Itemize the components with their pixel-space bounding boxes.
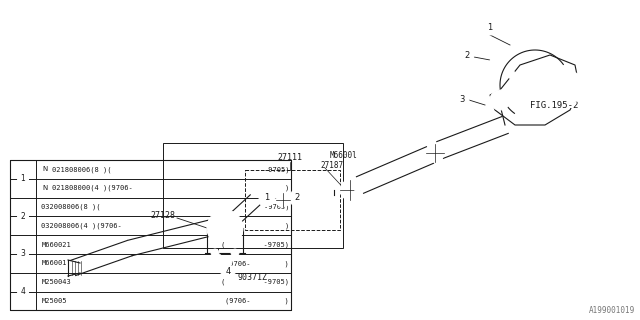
Text: (         -9705): ( -9705) bbox=[221, 279, 289, 285]
Text: ): ) bbox=[251, 222, 289, 229]
Circle shape bbox=[289, 190, 305, 206]
Text: 27187: 27187 bbox=[320, 161, 343, 170]
Text: N: N bbox=[43, 166, 48, 172]
Circle shape bbox=[213, 254, 217, 258]
Circle shape bbox=[259, 190, 275, 206]
Text: 27111: 27111 bbox=[278, 153, 303, 162]
Text: 3: 3 bbox=[460, 95, 465, 105]
Circle shape bbox=[17, 173, 29, 184]
Circle shape bbox=[455, 93, 469, 107]
Text: M25005: M25005 bbox=[42, 298, 67, 304]
Text: 2: 2 bbox=[294, 194, 300, 203]
Circle shape bbox=[426, 144, 444, 162]
Text: ): ) bbox=[251, 185, 289, 191]
Bar bbox=[10, 160, 291, 310]
Text: M6600l: M6600l bbox=[330, 150, 358, 159]
Text: 1: 1 bbox=[20, 174, 26, 183]
Text: 4: 4 bbox=[225, 268, 230, 276]
Circle shape bbox=[17, 211, 29, 222]
Circle shape bbox=[224, 258, 232, 266]
Text: 021808006(8 )(: 021808006(8 )( bbox=[52, 166, 112, 173]
Text: M250043: M250043 bbox=[42, 279, 71, 285]
Text: 27128: 27128 bbox=[150, 211, 175, 220]
Circle shape bbox=[460, 48, 474, 62]
Circle shape bbox=[17, 249, 29, 260]
Circle shape bbox=[214, 254, 222, 262]
Circle shape bbox=[231, 249, 239, 257]
Text: 1: 1 bbox=[264, 194, 269, 203]
Circle shape bbox=[207, 210, 243, 246]
Circle shape bbox=[354, 189, 362, 197]
Circle shape bbox=[490, 90, 510, 110]
Circle shape bbox=[490, 58, 496, 64]
Text: 032008006(8 )(: 032008006(8 )( bbox=[42, 204, 101, 210]
Text: M660021: M660021 bbox=[42, 242, 71, 248]
Text: N: N bbox=[43, 185, 48, 191]
Text: A199001019: A199001019 bbox=[589, 306, 635, 315]
Ellipse shape bbox=[568, 85, 576, 95]
Circle shape bbox=[214, 217, 236, 239]
Text: M66001: M66001 bbox=[42, 260, 67, 266]
Circle shape bbox=[233, 254, 237, 258]
Text: 021808000(4 )(9706-: 021808000(4 )(9706- bbox=[52, 185, 133, 191]
Bar bbox=[163, 143, 343, 248]
Circle shape bbox=[340, 180, 360, 200]
Text: 90371Z: 90371Z bbox=[238, 274, 268, 283]
Circle shape bbox=[221, 265, 235, 279]
Text: 3: 3 bbox=[20, 250, 26, 259]
Circle shape bbox=[276, 193, 290, 207]
Circle shape bbox=[40, 164, 51, 175]
Polygon shape bbox=[490, 55, 580, 125]
Circle shape bbox=[502, 89, 509, 95]
Circle shape bbox=[344, 184, 356, 196]
Circle shape bbox=[495, 95, 505, 105]
Text: 1: 1 bbox=[488, 23, 493, 33]
Text: 4: 4 bbox=[20, 287, 26, 296]
Ellipse shape bbox=[562, 77, 582, 102]
Circle shape bbox=[430, 148, 440, 158]
Circle shape bbox=[220, 223, 230, 233]
Text: 2: 2 bbox=[465, 51, 470, 60]
Circle shape bbox=[40, 183, 51, 194]
Text: (         -9705): ( -9705) bbox=[221, 241, 289, 248]
Ellipse shape bbox=[557, 73, 587, 108]
Circle shape bbox=[483, 21, 497, 35]
Circle shape bbox=[211, 249, 219, 257]
Circle shape bbox=[508, 71, 516, 79]
Text: (9706-        ): (9706- ) bbox=[225, 298, 289, 304]
Text: 032008006(4 )(9706-: 032008006(4 )(9706- bbox=[42, 222, 122, 229]
Text: FIG.195-2: FIG.195-2 bbox=[530, 100, 579, 109]
Bar bbox=[245, 170, 340, 230]
Text: (9706-        ): (9706- ) bbox=[225, 260, 289, 267]
Circle shape bbox=[17, 286, 29, 297]
Text: -9705): -9705) bbox=[246, 166, 289, 173]
Text: 2: 2 bbox=[20, 212, 26, 221]
Text: -9705): -9705) bbox=[246, 204, 289, 210]
